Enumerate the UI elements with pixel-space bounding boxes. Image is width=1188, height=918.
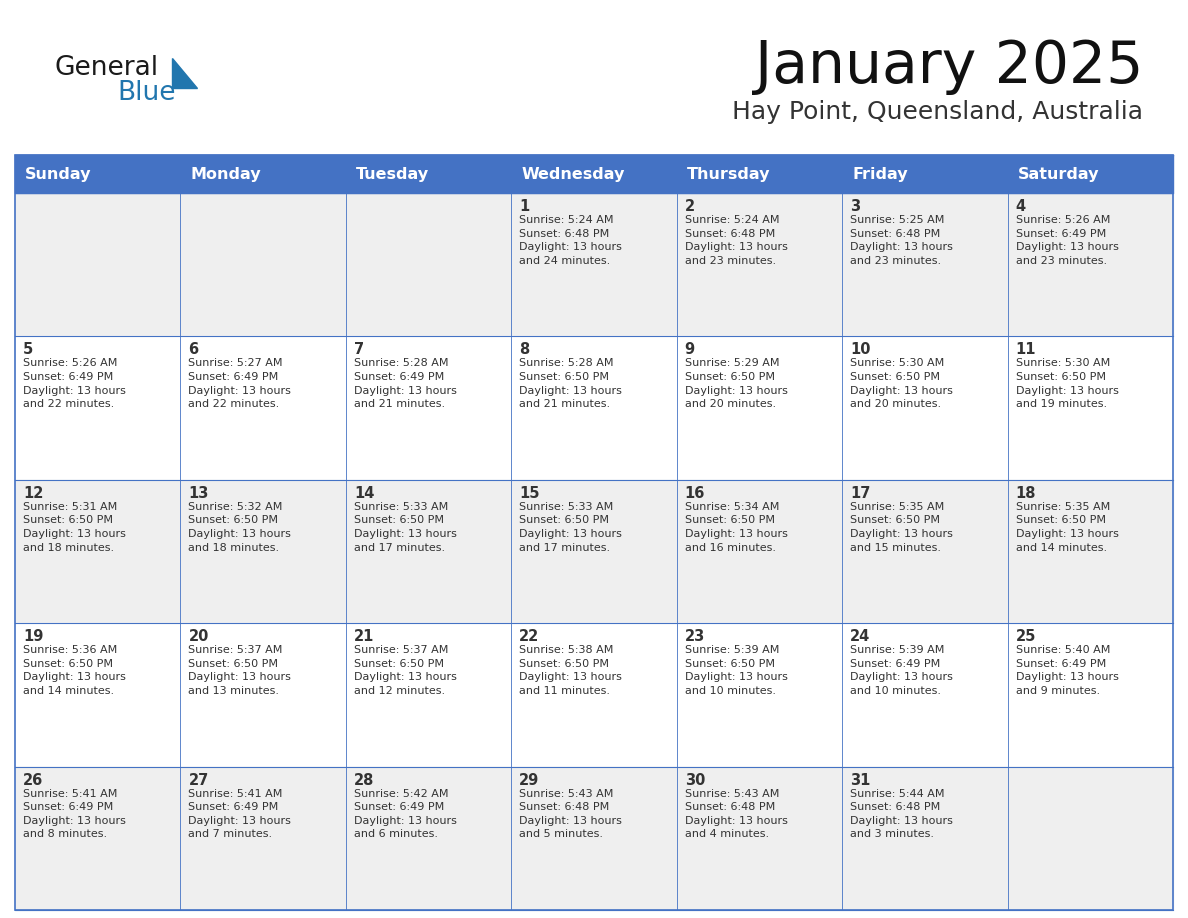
Text: 22: 22 bbox=[519, 629, 539, 644]
Text: Sunrise: 5:33 AM
Sunset: 6:50 PM
Daylight: 13 hours
and 17 minutes.: Sunrise: 5:33 AM Sunset: 6:50 PM Dayligh… bbox=[519, 502, 623, 553]
Text: 11: 11 bbox=[1016, 342, 1036, 357]
Text: Wednesday: Wednesday bbox=[522, 166, 625, 182]
Text: 5: 5 bbox=[23, 342, 33, 357]
Text: 14: 14 bbox=[354, 486, 374, 501]
Text: Sunrise: 5:44 AM
Sunset: 6:48 PM
Daylight: 13 hours
and 3 minutes.: Sunrise: 5:44 AM Sunset: 6:48 PM Dayligh… bbox=[851, 789, 953, 839]
Text: 6: 6 bbox=[189, 342, 198, 357]
Text: 27: 27 bbox=[189, 773, 209, 788]
Text: Saturday: Saturday bbox=[1018, 166, 1099, 182]
Text: 8: 8 bbox=[519, 342, 530, 357]
Text: 9: 9 bbox=[684, 342, 695, 357]
Text: 28: 28 bbox=[354, 773, 374, 788]
Text: General: General bbox=[55, 55, 159, 81]
Text: Sunrise: 5:43 AM
Sunset: 6:48 PM
Daylight: 13 hours
and 5 minutes.: Sunrise: 5:43 AM Sunset: 6:48 PM Dayligh… bbox=[519, 789, 623, 839]
Text: Tuesday: Tuesday bbox=[356, 166, 429, 182]
Text: 26: 26 bbox=[23, 773, 43, 788]
Text: Sunrise: 5:38 AM
Sunset: 6:50 PM
Daylight: 13 hours
and 11 minutes.: Sunrise: 5:38 AM Sunset: 6:50 PM Dayligh… bbox=[519, 645, 623, 696]
Text: Sunrise: 5:34 AM
Sunset: 6:50 PM
Daylight: 13 hours
and 16 minutes.: Sunrise: 5:34 AM Sunset: 6:50 PM Dayligh… bbox=[684, 502, 788, 553]
Text: Sunrise: 5:26 AM
Sunset: 6:49 PM
Daylight: 13 hours
and 23 minutes.: Sunrise: 5:26 AM Sunset: 6:49 PM Dayligh… bbox=[1016, 215, 1118, 266]
Text: Sunrise: 5:42 AM
Sunset: 6:49 PM
Daylight: 13 hours
and 6 minutes.: Sunrise: 5:42 AM Sunset: 6:49 PM Dayligh… bbox=[354, 789, 456, 839]
Text: 29: 29 bbox=[519, 773, 539, 788]
Text: Sunrise: 5:41 AM
Sunset: 6:49 PM
Daylight: 13 hours
and 7 minutes.: Sunrise: 5:41 AM Sunset: 6:49 PM Dayligh… bbox=[189, 789, 291, 839]
Text: Sunrise: 5:41 AM
Sunset: 6:49 PM
Daylight: 13 hours
and 8 minutes.: Sunrise: 5:41 AM Sunset: 6:49 PM Dayligh… bbox=[23, 789, 126, 839]
Text: Sunrise: 5:26 AM
Sunset: 6:49 PM
Daylight: 13 hours
and 22 minutes.: Sunrise: 5:26 AM Sunset: 6:49 PM Dayligh… bbox=[23, 358, 126, 409]
Text: Sunrise: 5:24 AM
Sunset: 6:48 PM
Daylight: 13 hours
and 23 minutes.: Sunrise: 5:24 AM Sunset: 6:48 PM Dayligh… bbox=[684, 215, 788, 266]
Text: Sunrise: 5:32 AM
Sunset: 6:50 PM
Daylight: 13 hours
and 18 minutes.: Sunrise: 5:32 AM Sunset: 6:50 PM Dayligh… bbox=[189, 502, 291, 553]
Text: 10: 10 bbox=[851, 342, 871, 357]
Text: Thursday: Thursday bbox=[687, 166, 770, 182]
Bar bbox=[15, 155, 1173, 910]
Text: 15: 15 bbox=[519, 486, 539, 501]
Text: Sunrise: 5:28 AM
Sunset: 6:50 PM
Daylight: 13 hours
and 21 minutes.: Sunrise: 5:28 AM Sunset: 6:50 PM Dayligh… bbox=[519, 358, 623, 409]
Text: 20: 20 bbox=[189, 629, 209, 644]
Text: Sunrise: 5:27 AM
Sunset: 6:49 PM
Daylight: 13 hours
and 22 minutes.: Sunrise: 5:27 AM Sunset: 6:49 PM Dayligh… bbox=[189, 358, 291, 409]
Text: Sunrise: 5:28 AM
Sunset: 6:49 PM
Daylight: 13 hours
and 21 minutes.: Sunrise: 5:28 AM Sunset: 6:49 PM Dayligh… bbox=[354, 358, 456, 409]
Text: 18: 18 bbox=[1016, 486, 1036, 501]
Text: Sunrise: 5:33 AM
Sunset: 6:50 PM
Daylight: 13 hours
and 17 minutes.: Sunrise: 5:33 AM Sunset: 6:50 PM Dayligh… bbox=[354, 502, 456, 553]
Text: Sunrise: 5:39 AM
Sunset: 6:50 PM
Daylight: 13 hours
and 10 minutes.: Sunrise: 5:39 AM Sunset: 6:50 PM Dayligh… bbox=[684, 645, 788, 696]
Text: Sunrise: 5:30 AM
Sunset: 6:50 PM
Daylight: 13 hours
and 19 minutes.: Sunrise: 5:30 AM Sunset: 6:50 PM Dayligh… bbox=[1016, 358, 1118, 409]
Text: Sunrise: 5:31 AM
Sunset: 6:50 PM
Daylight: 13 hours
and 18 minutes.: Sunrise: 5:31 AM Sunset: 6:50 PM Dayligh… bbox=[23, 502, 126, 553]
Bar bbox=[15, 767, 1173, 910]
Text: Sunrise: 5:24 AM
Sunset: 6:48 PM
Daylight: 13 hours
and 24 minutes.: Sunrise: 5:24 AM Sunset: 6:48 PM Dayligh… bbox=[519, 215, 623, 266]
Text: Friday: Friday bbox=[852, 166, 908, 182]
Bar bbox=[15, 480, 1173, 623]
Text: 30: 30 bbox=[684, 773, 706, 788]
Text: Sunday: Sunday bbox=[25, 166, 91, 182]
Text: Sunrise: 5:39 AM
Sunset: 6:49 PM
Daylight: 13 hours
and 10 minutes.: Sunrise: 5:39 AM Sunset: 6:49 PM Dayligh… bbox=[851, 645, 953, 696]
Text: 24: 24 bbox=[851, 629, 871, 644]
Text: Sunrise: 5:25 AM
Sunset: 6:48 PM
Daylight: 13 hours
and 23 minutes.: Sunrise: 5:25 AM Sunset: 6:48 PM Dayligh… bbox=[851, 215, 953, 266]
Text: Blue: Blue bbox=[116, 80, 176, 106]
Text: 1: 1 bbox=[519, 199, 530, 214]
Text: Sunrise: 5:30 AM
Sunset: 6:50 PM
Daylight: 13 hours
and 20 minutes.: Sunrise: 5:30 AM Sunset: 6:50 PM Dayligh… bbox=[851, 358, 953, 409]
Text: Sunrise: 5:37 AM
Sunset: 6:50 PM
Daylight: 13 hours
and 13 minutes.: Sunrise: 5:37 AM Sunset: 6:50 PM Dayligh… bbox=[189, 645, 291, 696]
Text: 21: 21 bbox=[354, 629, 374, 644]
Text: 2: 2 bbox=[684, 199, 695, 214]
Polygon shape bbox=[172, 58, 197, 88]
Text: 4: 4 bbox=[1016, 199, 1025, 214]
Bar bbox=[15, 623, 1173, 767]
Bar bbox=[15, 193, 1173, 336]
Text: Sunrise: 5:43 AM
Sunset: 6:48 PM
Daylight: 13 hours
and 4 minutes.: Sunrise: 5:43 AM Sunset: 6:48 PM Dayligh… bbox=[684, 789, 788, 839]
Text: 17: 17 bbox=[851, 486, 871, 501]
Text: Monday: Monday bbox=[190, 166, 261, 182]
Text: 19: 19 bbox=[23, 629, 44, 644]
Text: Sunrise: 5:35 AM
Sunset: 6:50 PM
Daylight: 13 hours
and 15 minutes.: Sunrise: 5:35 AM Sunset: 6:50 PM Dayligh… bbox=[851, 502, 953, 553]
Text: 31: 31 bbox=[851, 773, 871, 788]
Text: 13: 13 bbox=[189, 486, 209, 501]
Bar bbox=[15, 155, 1173, 193]
Text: Sunrise: 5:29 AM
Sunset: 6:50 PM
Daylight: 13 hours
and 20 minutes.: Sunrise: 5:29 AM Sunset: 6:50 PM Dayligh… bbox=[684, 358, 788, 409]
Text: Sunrise: 5:35 AM
Sunset: 6:50 PM
Daylight: 13 hours
and 14 minutes.: Sunrise: 5:35 AM Sunset: 6:50 PM Dayligh… bbox=[1016, 502, 1118, 553]
Text: January 2025: January 2025 bbox=[754, 38, 1143, 95]
Text: 16: 16 bbox=[684, 486, 706, 501]
Text: 25: 25 bbox=[1016, 629, 1036, 644]
Text: 12: 12 bbox=[23, 486, 44, 501]
Text: 3: 3 bbox=[851, 199, 860, 214]
Text: Sunrise: 5:37 AM
Sunset: 6:50 PM
Daylight: 13 hours
and 12 minutes.: Sunrise: 5:37 AM Sunset: 6:50 PM Dayligh… bbox=[354, 645, 456, 696]
Text: Sunrise: 5:36 AM
Sunset: 6:50 PM
Daylight: 13 hours
and 14 minutes.: Sunrise: 5:36 AM Sunset: 6:50 PM Dayligh… bbox=[23, 645, 126, 696]
Text: 23: 23 bbox=[684, 629, 704, 644]
Text: Hay Point, Queensland, Australia: Hay Point, Queensland, Australia bbox=[732, 100, 1143, 124]
Text: Sunrise: 5:40 AM
Sunset: 6:49 PM
Daylight: 13 hours
and 9 minutes.: Sunrise: 5:40 AM Sunset: 6:49 PM Dayligh… bbox=[1016, 645, 1118, 696]
Bar bbox=[15, 336, 1173, 480]
Text: 7: 7 bbox=[354, 342, 364, 357]
